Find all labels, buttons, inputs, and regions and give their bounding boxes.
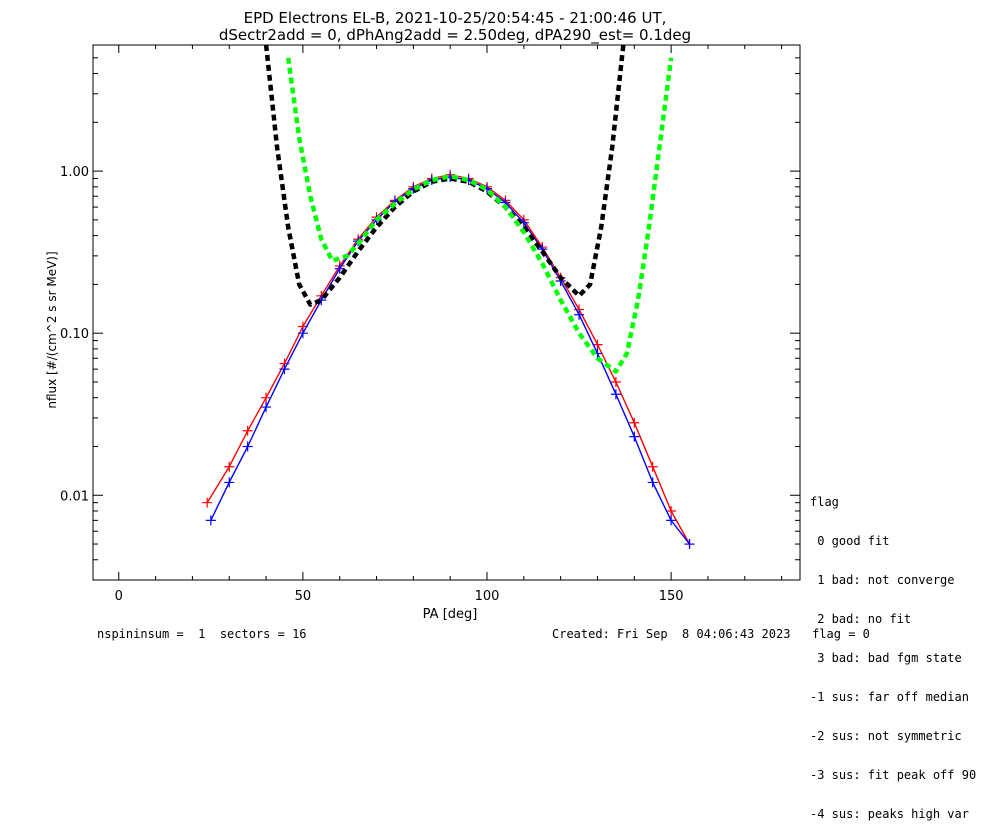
data-point-blue <box>297 328 308 339</box>
data-point-red <box>666 505 677 516</box>
data-point-blue <box>647 477 658 488</box>
y-tick-label: 0.10 <box>60 327 89 342</box>
y-tick-label: 1.00 <box>60 165 89 180</box>
x-tick-label: 50 <box>295 589 312 604</box>
chart-figure: EPD Electrons EL-B, 2021-10-25/20:54:45 … <box>45 9 801 622</box>
data-point-red <box>610 376 621 387</box>
x-tick-label: 100 <box>475 589 500 604</box>
data-point-blue <box>224 477 235 488</box>
data-point-blue <box>242 441 253 452</box>
series-line-red <box>206 174 691 545</box>
legend-item: 2 bad: no fit <box>810 612 912 626</box>
y-axis-label: nflux [#/(cm^2 s sr MeV)] <box>45 251 59 408</box>
data-point-blue <box>261 402 272 413</box>
chart-subtitle: dSectr2add = 0, dPhAng2add = 2.50deg, dP… <box>219 26 691 45</box>
legend-item: -4 sus: peaks high var <box>810 807 969 821</box>
data-point-blue <box>574 309 585 320</box>
legend-item: 1 bad: not converge <box>810 573 955 587</box>
data-point-red <box>242 425 253 436</box>
chart-title: EPD Electrons EL-B, 2021-10-25/20:54:45 … <box>244 9 667 27</box>
data-point-red <box>647 461 658 472</box>
x-tick-label: 150 <box>659 589 684 604</box>
flag-legend: flag 0 good fit 1 bad: not converge 2 ba… <box>810 470 976 834</box>
data-point-blue <box>666 515 677 526</box>
data-point-red <box>629 417 640 428</box>
plot-frame <box>92 44 801 581</box>
footer-right: Created: Fri Sep 8 04:06:43 2023 flag = … <box>552 627 870 641</box>
x-tick-label: 0 <box>115 589 123 604</box>
data-layer <box>202 45 695 550</box>
legend-item: -2 sus: not symmetric <box>810 729 962 743</box>
legend-item: -1 sus: far off median <box>810 690 969 704</box>
data-point-blue <box>684 539 695 550</box>
legend-item: 0 good fit <box>810 534 890 548</box>
data-point-blue <box>279 364 290 375</box>
data-point-blue <box>205 515 216 526</box>
data-point-red <box>202 497 213 508</box>
series-line-blue <box>210 176 691 545</box>
series-line-black <box>263 45 626 307</box>
data-point-red <box>592 339 603 350</box>
legend-item: -3 sus: fit peak off 90 <box>810 768 977 782</box>
footer-left: nspininsum = 1 sectors = 16 <box>97 627 307 641</box>
data-point-red <box>261 392 272 403</box>
data-point-blue <box>610 389 621 400</box>
y-tick-label: 0.01 <box>60 489 89 504</box>
x-axis-label: PA [deg] <box>423 607 478 622</box>
plot-area <box>202 45 695 550</box>
series-line-green <box>285 57 674 374</box>
data-point-red <box>224 461 235 472</box>
axis-layer: 0 50 100 150 0.01 0.10 1.00 <box>60 44 801 604</box>
data-point-blue <box>334 263 345 274</box>
data-point-blue <box>629 431 640 442</box>
legend-item: 3 bad: bad fgm state <box>810 651 962 665</box>
legend-title: flag <box>810 495 839 509</box>
